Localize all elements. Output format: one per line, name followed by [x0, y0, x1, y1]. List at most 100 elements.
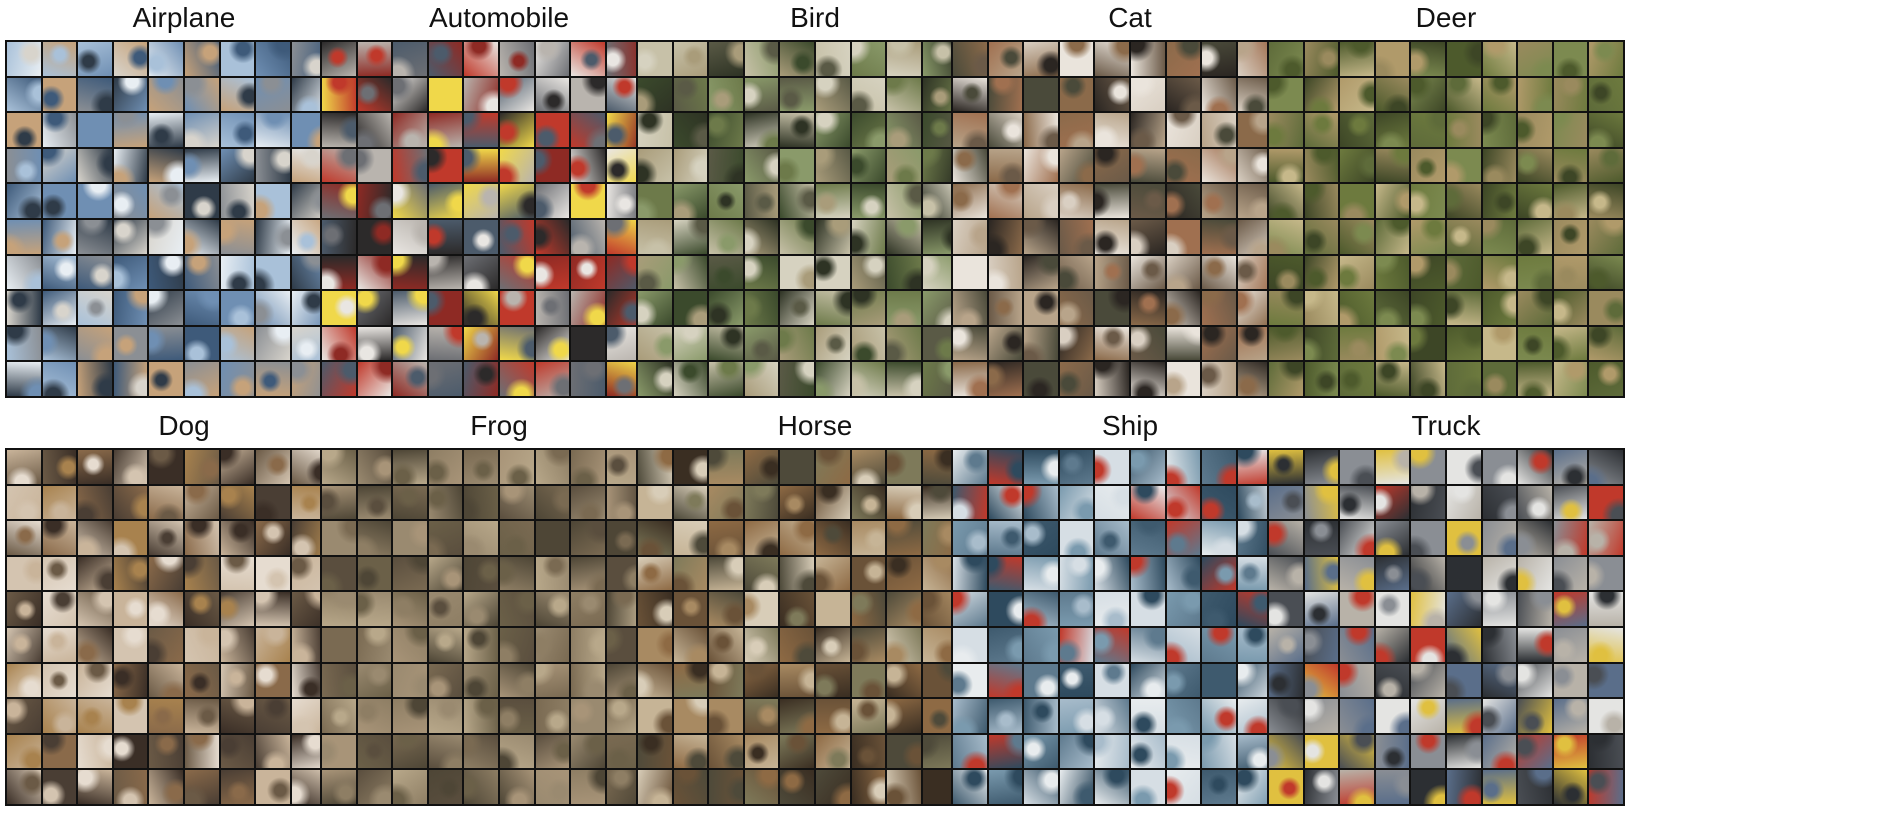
sample-thumbnail [1059, 291, 1094, 325]
sample-thumbnail [78, 450, 112, 484]
sample-thumbnail [220, 734, 255, 769]
sample-thumbnail [1166, 362, 1201, 396]
sample-thumbnail [184, 450, 219, 484]
sample-thumbnail [1340, 255, 1374, 290]
sample-thumbnail [744, 326, 779, 361]
sample-thumbnail [499, 592, 534, 626]
sample-thumbnail [499, 326, 534, 361]
sample-thumbnail [780, 663, 814, 698]
sample-thumbnail [1340, 42, 1374, 76]
sample-thumbnail [638, 734, 672, 769]
sample-thumbnail [291, 485, 326, 520]
sample-thumbnail [1059, 255, 1094, 290]
sample-thumbnail [499, 362, 534, 396]
sample-thumbnail [922, 291, 957, 325]
sample-thumbnail [638, 521, 672, 555]
sample-thumbnail [1166, 663, 1201, 698]
sample-thumbnail [1375, 521, 1410, 555]
sample-thumbnail [256, 326, 290, 361]
sample-thumbnail [953, 219, 987, 254]
sample-thumbnail [744, 113, 779, 147]
sample-thumbnail [256, 521, 290, 555]
sample-thumbnail [291, 521, 326, 555]
sample-thumbnail [709, 184, 743, 218]
sample-thumbnail [1304, 255, 1339, 290]
sample-thumbnail [184, 326, 219, 361]
sample-thumbnail [1237, 450, 1272, 484]
sample-thumbnail [1411, 113, 1445, 147]
sample-thumbnail [464, 556, 498, 591]
sample-thumbnail [922, 592, 957, 626]
sample-thumbnail [1130, 148, 1165, 183]
sample-thumbnail [953, 592, 987, 626]
sample-thumbnail [184, 699, 219, 733]
sample-thumbnail [357, 627, 392, 662]
sample-thumbnail [571, 291, 605, 325]
sample-thumbnail [1130, 699, 1165, 733]
sample-thumbnail [953, 77, 987, 112]
sample-thumbnail [953, 148, 987, 183]
sample-image-grid [636, 40, 994, 398]
sample-thumbnail [815, 521, 850, 555]
sample-thumbnail [571, 663, 605, 698]
panel-title: Automobile [428, 2, 570, 33]
sample-thumbnail [1269, 148, 1303, 183]
sample-thumbnail [1130, 734, 1165, 769]
sample-thumbnail [7, 592, 41, 626]
sample-thumbnail [571, 734, 605, 769]
sample-thumbnail [464, 77, 498, 112]
sample-thumbnail [988, 291, 1023, 325]
sample-thumbnail [7, 556, 41, 591]
sample-thumbnail [1589, 627, 1623, 662]
sample-thumbnail [256, 219, 290, 254]
sample-thumbnail [256, 113, 290, 147]
sample-thumbnail [1059, 450, 1094, 484]
sample-thumbnail [606, 42, 641, 76]
sample-thumbnail [1518, 521, 1552, 555]
sample-thumbnail [780, 219, 814, 254]
sample-thumbnail [922, 77, 957, 112]
sample-thumbnail [1095, 148, 1129, 183]
sample-thumbnail [322, 362, 356, 396]
panel-title: Horse [777, 410, 853, 441]
sample-thumbnail [638, 113, 672, 147]
sample-thumbnail [1518, 556, 1552, 591]
sample-thumbnail [1589, 450, 1623, 484]
sample-thumbnail [357, 184, 392, 218]
sample-thumbnail [1095, 219, 1129, 254]
sample-thumbnail [815, 485, 850, 520]
sample-thumbnail [1553, 148, 1588, 183]
sample-thumbnail [606, 450, 641, 484]
sample-thumbnail [851, 362, 886, 396]
sample-thumbnail [1482, 485, 1517, 520]
sample-thumbnail [1446, 77, 1481, 112]
sample-thumbnail [988, 113, 1023, 147]
sample-thumbnail [606, 699, 641, 733]
sample-thumbnail [922, 663, 957, 698]
sample-thumbnail [922, 734, 957, 769]
sample-thumbnail [499, 450, 534, 484]
sample-thumbnail [1482, 113, 1517, 147]
sample-thumbnail [1375, 291, 1410, 325]
sample-thumbnail [953, 770, 987, 804]
sample-thumbnail [78, 291, 112, 325]
sample-thumbnail [744, 663, 779, 698]
sample-thumbnail [1024, 148, 1058, 183]
sample-thumbnail [113, 734, 148, 769]
sample-thumbnail [1237, 291, 1272, 325]
sample-thumbnail [1553, 450, 1588, 484]
sample-thumbnail [1130, 556, 1165, 591]
sample-thumbnail [149, 699, 183, 733]
sample-thumbnail [851, 592, 886, 626]
sample-thumbnail [1202, 362, 1236, 396]
sample-thumbnail [673, 219, 708, 254]
sample-thumbnail [744, 592, 779, 626]
sample-thumbnail [1482, 184, 1517, 218]
sample-thumbnail [815, 113, 850, 147]
sample-thumbnail [887, 770, 921, 804]
sample-thumbnail [709, 699, 743, 733]
sample-thumbnail [851, 663, 886, 698]
sample-thumbnail [1340, 148, 1374, 183]
sample-thumbnail [1024, 291, 1058, 325]
